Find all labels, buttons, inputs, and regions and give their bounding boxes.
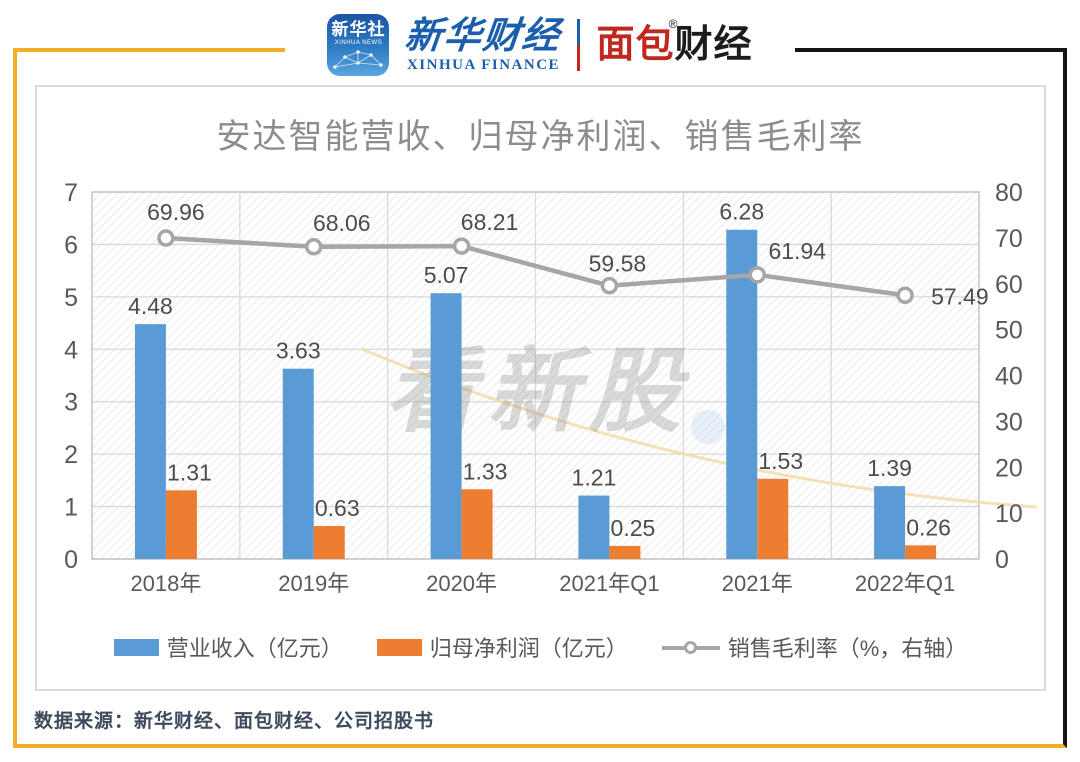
outer-frame: [13, 48, 1067, 748]
line-marker-3: [600, 276, 619, 295]
frame-top-gold-segment: [13, 48, 540, 52]
x-axis-label: 2021年Q1: [559, 571, 659, 596]
bar-revenue-4: [726, 229, 758, 559]
frame-top-black-segment: [540, 48, 1067, 52]
right-axis-tick: 40: [995, 363, 1023, 391]
x-axis-label: 2019年: [278, 571, 349, 596]
bar-value-label: 3.63: [276, 338, 321, 364]
legend-line-marker-icon: [661, 639, 720, 656]
legend-label: 销售毛利率（%，右轴）: [727, 636, 968, 661]
header-logos: 新华社 XINHUA NEWS 新华财经 XINHUA FINANCE 面包财经…: [285, 0, 795, 90]
network-constellation-icon: [333, 50, 384, 69]
right-axis-tick: 70: [995, 225, 1023, 253]
bread-finance-part1: 面包: [596, 24, 675, 66]
logo-divider: [577, 19, 581, 71]
margin-line: [165, 235, 906, 298]
bar-revenue-0: [134, 324, 166, 559]
chart-legend: 营业收入（亿元） 归母净利润（亿元） 销售毛利率（%，右轴）: [37, 631, 1044, 663]
line-marker-5: [896, 286, 914, 305]
right-axis-tick: 30: [995, 408, 1023, 436]
watermark-text: 看新股: [380, 339, 712, 442]
bar-profit-3: [609, 545, 641, 559]
left-axis-tick: 6: [64, 231, 78, 259]
bar-value-label: 1.39: [867, 455, 912, 481]
bar-revenue-5: [874, 486, 906, 559]
xinhua-finance-cn: 新华财经: [403, 15, 564, 57]
line-marker-2: [452, 237, 471, 255]
bar-value-label: 1.21: [572, 465, 617, 491]
plot-border: [91, 191, 980, 560]
chart-title: 安达智能营收、归母净利润、销售毛利率: [216, 118, 865, 156]
bar-profit-5: [905, 545, 937, 559]
legend-label: 归母净利润（亿元）: [429, 636, 628, 661]
xinhua-finance-logo: 新华财经 XINHUA FINANCE: [403, 15, 564, 73]
bar-value-label: 5.07: [424, 262, 469, 288]
xinhua-app-sublabel: XINHUA NEWS: [334, 40, 383, 46]
bar-value-label: 1.33: [463, 458, 508, 484]
bar-value-label: 6.28: [719, 199, 764, 225]
line-value-label: 57.49: [931, 283, 989, 309]
left-axis-tick: 3: [64, 389, 78, 417]
xinhua-news-app-icon: 新华社 XINHUA NEWS: [327, 14, 390, 76]
data-source-note: 数据来源：新华财经、面包财经、公司招股书: [34, 711, 435, 732]
legend-swatch-icon: [376, 638, 422, 656]
bar-value-label: 0.25: [611, 515, 656, 541]
left-axis-tick: 5: [64, 284, 78, 312]
x-axis-label: 2020年: [426, 571, 497, 596]
right-axis-tick: 50: [995, 317, 1023, 345]
right-axis-tick: 20: [995, 454, 1023, 482]
left-axis-tick: 1: [64, 494, 78, 522]
bar-value-label: 0.63: [315, 495, 360, 521]
x-axis-label: 2018年: [130, 571, 201, 596]
bar-value-label: 0.26: [906, 514, 951, 540]
right-axis-tick: 10: [995, 500, 1023, 528]
line-marker-4: [748, 266, 766, 284]
legend-item-2: 销售毛利率（%，右轴）: [661, 631, 968, 663]
legend-item-1: 归母净利润（亿元）: [376, 631, 628, 663]
legend-item-0: 营业收入（亿元）: [113, 631, 343, 663]
line-marker-0: [157, 229, 175, 247]
right-axis-tick: 60: [995, 271, 1023, 299]
legend-label: 营业收入（亿元）: [166, 636, 343, 661]
bread-finance-part2: 财经: [674, 24, 753, 66]
left-axis-tick: 4: [64, 336, 78, 364]
bar-value-label: 1.53: [758, 448, 803, 474]
bar-revenue-1: [282, 368, 314, 559]
line-value-label: 68.06: [313, 210, 371, 236]
bar-revenue-3: [578, 495, 610, 559]
bar-profit-4: [757, 478, 789, 559]
left-axis-tick: 2: [64, 441, 78, 469]
xinhua-finance-en: XINHUA FINANCE: [406, 56, 561, 73]
bar-profit-1: [313, 525, 345, 559]
line-value-label: 59.58: [589, 251, 647, 277]
left-axis-tick: 7: [64, 179, 78, 207]
right-axis-tick: 0: [995, 546, 1009, 574]
registered-mark: ®: [668, 17, 679, 31]
xinhua-app-label: 新华社: [331, 20, 386, 39]
x-axis-label: 2021年: [722, 571, 793, 596]
bar-value-label: 4.48: [128, 293, 173, 319]
chart-container: 看新股 0 1 2 3 4 5 6 7 0 10 20 30 40 50 60 70 80 2018年 2019年 20…: [35, 85, 1046, 691]
line-marker-1: [305, 238, 323, 256]
bar-value-label: 1.31: [167, 459, 212, 485]
bar-revenue-2: [430, 293, 462, 559]
legend-swatch-icon: [113, 638, 159, 656]
watermark: 看新股: [380, 339, 712, 442]
bar-profit-0: [165, 490, 197, 559]
left-axis-tick: 0: [64, 546, 78, 574]
x-axis-label: 2022年Q1: [855, 571, 955, 596]
bar-profit-2: [461, 489, 493, 559]
watermark-circle: [691, 410, 725, 444]
bread-finance-logo: 面包财经 ®: [596, 18, 753, 66]
line-value-label: 69.96: [147, 199, 205, 225]
line-value-label: 61.94: [768, 238, 826, 264]
right-axis-tick: 80: [995, 179, 1023, 207]
line-value-label: 68.21: [461, 209, 519, 235]
